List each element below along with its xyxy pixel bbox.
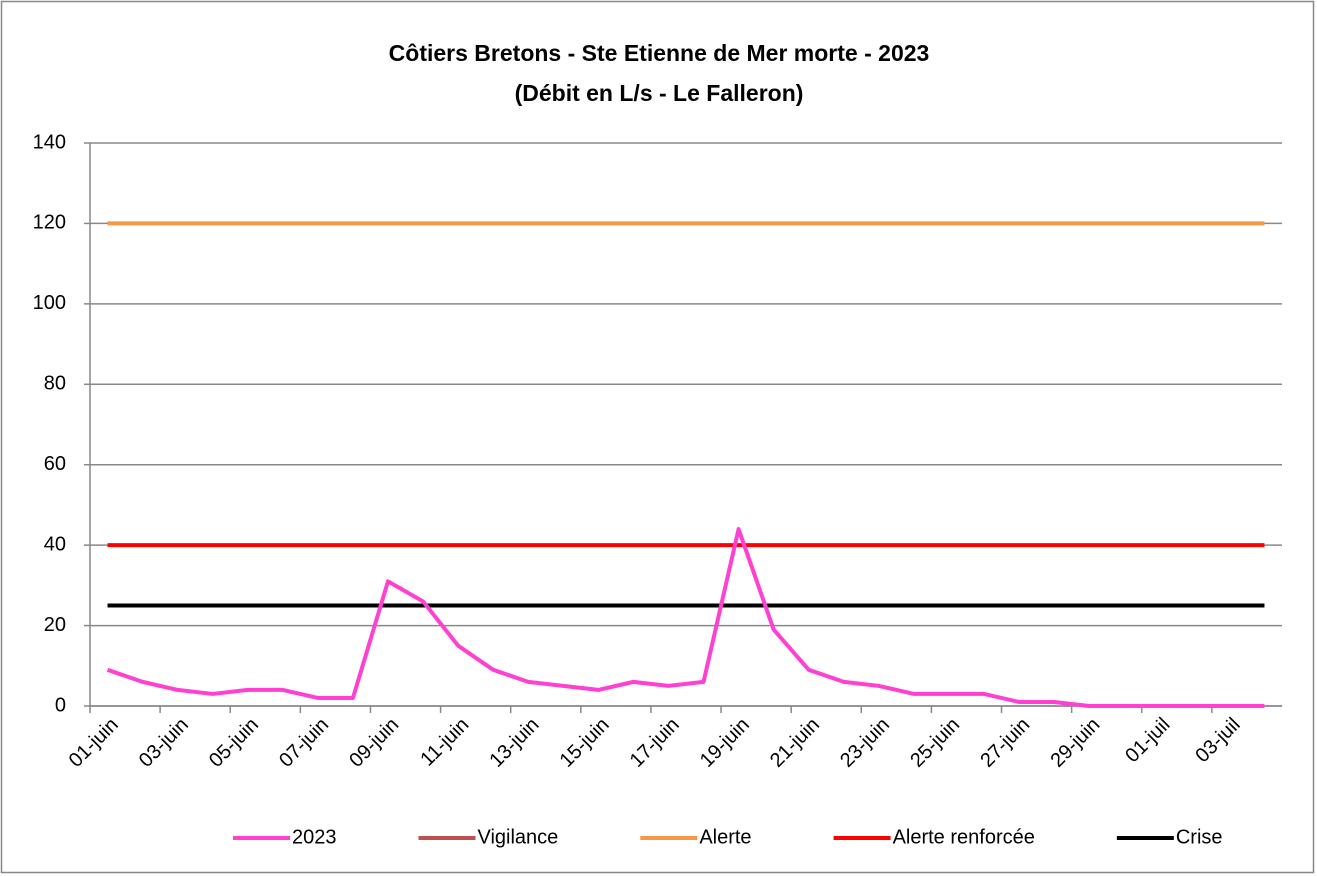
chart-title: Côtiers Bretons - Ste Etienne de Mer mor… bbox=[389, 40, 930, 66]
y-tick-label: 80 bbox=[44, 373, 66, 395]
y-tick-label: 100 bbox=[33, 292, 66, 314]
legend-label: Alerte bbox=[699, 826, 751, 848]
y-tick-label: 20 bbox=[44, 614, 66, 636]
y-tick-label: 140 bbox=[33, 131, 66, 153]
legend-label: Vigilance bbox=[478, 826, 559, 848]
y-tick-label: 0 bbox=[55, 694, 66, 716]
legend-label: 2023 bbox=[292, 826, 337, 848]
y-tick-label: 120 bbox=[33, 212, 66, 234]
chart-subtitle: (Débit en L/s - Le Falleron) bbox=[515, 80, 804, 106]
legend-label: Crise bbox=[1176, 826, 1223, 848]
legend-label: Alerte renforcée bbox=[893, 826, 1035, 848]
series-line bbox=[106, 527, 1265, 708]
y-tick-label: 40 bbox=[44, 533, 66, 555]
y-tick-label: 60 bbox=[44, 453, 66, 475]
